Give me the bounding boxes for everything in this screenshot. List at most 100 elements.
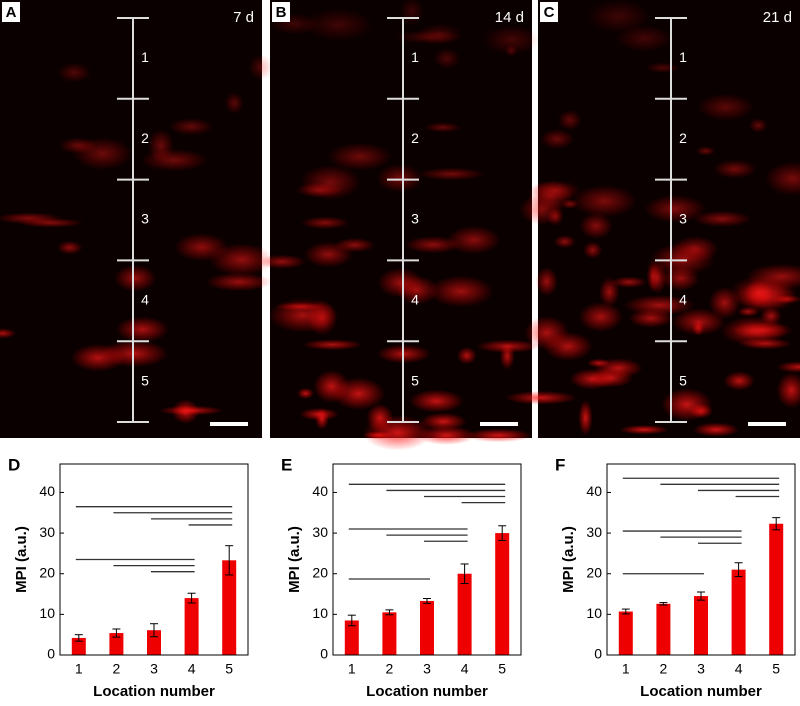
panel-letter-box bbox=[272, 2, 290, 22]
fluorescence bbox=[0, 212, 63, 225]
y-tick-label: 10 bbox=[312, 605, 328, 621]
y-axis-label: MPI (a.u.) bbox=[13, 526, 30, 593]
fluorescence bbox=[661, 388, 713, 422]
x-axis-label: Location number bbox=[93, 683, 215, 700]
panel-letter: F bbox=[555, 455, 565, 474]
bar bbox=[731, 569, 746, 655]
bar bbox=[495, 533, 510, 655]
location-label: 3 bbox=[411, 211, 419, 227]
location-label: 2 bbox=[141, 130, 149, 146]
error-bar bbox=[150, 623, 158, 638]
fluorescence bbox=[505, 390, 577, 405]
y-tick-label: 0 bbox=[320, 646, 328, 662]
fluorescence bbox=[399, 0, 425, 26]
fluorescence bbox=[599, 277, 620, 307]
location-label: 3 bbox=[679, 211, 687, 227]
plot-frame bbox=[606, 463, 796, 656]
error-bar bbox=[772, 517, 781, 531]
fluorescence bbox=[693, 210, 752, 228]
fluorescence bbox=[416, 23, 463, 45]
x-tick-label: 4 bbox=[461, 661, 469, 677]
fluorescence bbox=[615, 25, 674, 52]
fluorescence bbox=[776, 372, 800, 409]
fluorescence bbox=[748, 118, 768, 133]
error-bar bbox=[225, 545, 234, 576]
location-label: 4 bbox=[141, 292, 149, 308]
y-axis-label: MPI (a.u.) bbox=[560, 526, 577, 593]
fluorescence bbox=[553, 235, 576, 249]
bar bbox=[344, 620, 359, 655]
x-tick-label: 1 bbox=[622, 661, 630, 677]
y-tick-label: 0 bbox=[47, 646, 55, 662]
y-tick-label: 10 bbox=[586, 605, 602, 621]
fluorescence bbox=[304, 8, 373, 41]
plot-frame bbox=[332, 463, 522, 656]
fluorescence bbox=[72, 137, 133, 170]
fluorescence bbox=[713, 159, 757, 179]
time-label: 14 d bbox=[495, 9, 524, 26]
panel-letter-box bbox=[540, 2, 558, 22]
fluorescence bbox=[456, 346, 477, 365]
fluorescence bbox=[297, 387, 315, 399]
bar bbox=[694, 596, 708, 655]
x-tick-label: 4 bbox=[735, 661, 743, 677]
x-tick-label: 2 bbox=[113, 661, 121, 677]
panel-letter: D bbox=[8, 455, 20, 474]
fluorescence bbox=[624, 294, 696, 316]
error-bar bbox=[498, 525, 507, 541]
bar bbox=[769, 523, 784, 655]
fluorescence bbox=[428, 275, 494, 308]
y-tick-label: 40 bbox=[586, 483, 602, 499]
y-tick-label: 30 bbox=[39, 524, 55, 540]
fluorescence bbox=[205, 272, 273, 292]
y-tick-label: 40 bbox=[39, 483, 55, 499]
micrograph: B 14 d 1 2 3 4 5 bbox=[257, 0, 542, 451]
plot-frame bbox=[59, 463, 249, 656]
fluorescence bbox=[433, 48, 461, 69]
fluorescence bbox=[723, 371, 755, 391]
fluorescence bbox=[586, 0, 651, 33]
fluorescence bbox=[645, 62, 681, 74]
error-bar bbox=[621, 608, 630, 615]
fluorescence bbox=[172, 399, 200, 424]
fluorescence bbox=[420, 412, 467, 431]
panel-letter-box bbox=[2, 2, 20, 22]
bar bbox=[109, 633, 124, 655]
panel-letter: E bbox=[281, 455, 292, 474]
bar bbox=[222, 560, 237, 655]
fluorescence bbox=[476, 339, 540, 353]
fluorescence bbox=[464, 428, 533, 443]
y-tick-label: 10 bbox=[39, 605, 55, 621]
x-tick-label: 5 bbox=[225, 661, 233, 677]
fluorescence bbox=[57, 62, 92, 83]
micrograph: C 21 d 1 2 3 4 5 bbox=[505, 0, 800, 438]
fluorescence bbox=[692, 319, 705, 336]
fluorescence bbox=[535, 266, 558, 297]
error-bar bbox=[187, 592, 196, 604]
y-tick-label: 30 bbox=[312, 524, 328, 540]
x-tick-label: 3 bbox=[423, 661, 431, 677]
fluorescence bbox=[693, 422, 740, 437]
fluorescence bbox=[697, 93, 755, 121]
error-bar bbox=[734, 562, 743, 578]
fluorescence bbox=[114, 264, 157, 292]
x-tick-label: 5 bbox=[498, 661, 506, 677]
fluorescence bbox=[519, 194, 564, 226]
fluorescence bbox=[611, 276, 647, 288]
time-label: 7 d bbox=[233, 9, 254, 26]
fluorescence bbox=[530, 180, 581, 201]
error-bar bbox=[74, 634, 83, 642]
bar bbox=[457, 573, 472, 655]
fluorescence bbox=[644, 194, 707, 223]
fluorescence bbox=[0, 328, 17, 339]
bar bbox=[656, 603, 671, 655]
x-axis-label: Location number bbox=[640, 683, 762, 700]
fluorescence bbox=[482, 25, 542, 55]
fluorescence bbox=[100, 340, 169, 368]
fluorescence bbox=[578, 301, 623, 332]
x-tick-label: 3 bbox=[697, 661, 705, 677]
x-tick-label: 1 bbox=[348, 661, 356, 677]
fluorescence bbox=[315, 408, 329, 430]
fluorescence bbox=[578, 399, 593, 436]
